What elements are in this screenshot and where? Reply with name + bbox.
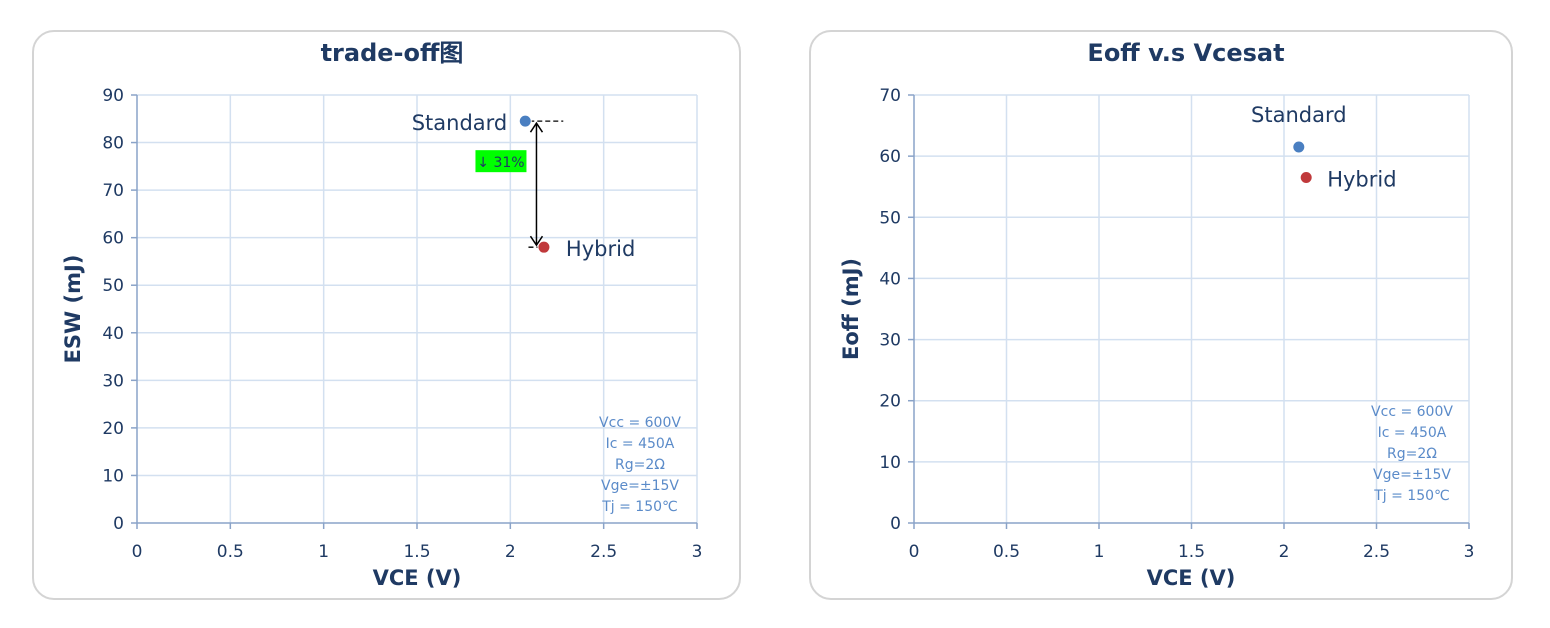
reduction-label: ↓ 31% [477, 155, 524, 171]
test-condition: Ic = 450A [1378, 425, 1447, 441]
test-condition: Vcc = 600V [1371, 404, 1453, 420]
x-axis-title: VCE (V) [373, 566, 462, 590]
test-condition: Vge=±15V [601, 478, 679, 494]
y-tick-label: 10 [102, 466, 124, 486]
x-tick-label: 1.5 [1178, 542, 1205, 562]
chart-panel-tradeoff [32, 30, 741, 600]
y-tick-label: 40 [879, 269, 901, 289]
x-tick-label: 0.5 [993, 542, 1020, 562]
y-tick-label: 50 [102, 276, 124, 296]
data-point-hybrid [537, 240, 551, 254]
point-label-hybrid: Hybrid [566, 237, 635, 261]
x-tick-label: 0 [132, 542, 143, 562]
x-tick-label: 2.5 [590, 542, 617, 562]
y-tick-label: 70 [879, 86, 901, 106]
y-tick-label: 80 [102, 134, 124, 154]
y-axis-title: Eoff (mJ) [839, 258, 863, 360]
y-tick-label: 30 [879, 331, 901, 351]
data-point-standard [1292, 140, 1306, 154]
y-tick-label: 0 [113, 514, 124, 534]
chart-1: 0 10 20 30 40 50 60 70 80 90 0 0.5 1 1.5 2 2.5 3 trade-of… [61, 39, 702, 590]
data-point-standard [518, 114, 532, 128]
y-tick-label: 50 [879, 208, 901, 228]
data-point-hybrid [1299, 171, 1313, 185]
x-tick-label: 1 [318, 542, 329, 562]
chart-2: 0 10 20 30 40 50 60 70 0 0.5 1 1.5 2 2.5 3 Eoff v.s Vce… [839, 39, 1474, 590]
x-tick-label: 2 [1279, 542, 1290, 562]
y-tick-label: 10 [879, 453, 901, 473]
x-tick-label: 3 [692, 542, 703, 562]
y-tick-label: 70 [102, 181, 124, 201]
x-axis-title: VCE (V) [1147, 566, 1236, 590]
y-axis-title: ESW (mJ) [61, 255, 85, 364]
y-tick-label: 0 [890, 514, 901, 534]
arrow-head-top [529, 121, 544, 133]
chart-title: Eoff v.s Vcesat [1087, 39, 1284, 67]
x-tick-label: 3 [1464, 542, 1475, 562]
x-tick-label: 0 [909, 542, 920, 562]
y-tick-label: 20 [879, 392, 901, 412]
y-tick-label: 90 [102, 86, 124, 106]
test-condition: Rg=2Ω [615, 457, 665, 473]
test-condition: Rg=2Ω [1387, 446, 1437, 462]
reduction-badge [475, 150, 527, 173]
x-tick-label: 1.5 [403, 542, 430, 562]
test-condition: Tj = 150℃ [1373, 488, 1450, 504]
test-condition: Ic = 450A [606, 436, 675, 452]
x-tick-label: 1 [1094, 542, 1105, 562]
test-condition: Tj = 150℃ [601, 499, 678, 515]
x-tick-label: 2.5 [1363, 542, 1390, 562]
x-tick-label: 0.5 [217, 542, 244, 562]
test-condition: Vge=±15V [1373, 467, 1451, 483]
chart-title: trade-off图 [321, 39, 464, 67]
y-tick-label: 60 [102, 229, 124, 249]
point-label-standard: Standard [1251, 103, 1347, 127]
arrow-head-bottom [529, 235, 544, 247]
y-tick-label: 40 [102, 324, 124, 344]
point-label-hybrid: Hybrid [1327, 168, 1396, 192]
chart-panel-eoff [809, 30, 1513, 600]
y-tick-label: 20 [102, 419, 124, 439]
x-tick-label: 2 [505, 542, 516, 562]
y-tick-label: 30 [102, 371, 124, 391]
point-label-standard: Standard [412, 111, 508, 135]
y-tick-label: 60 [879, 147, 901, 167]
test-condition: Vcc = 600V [599, 415, 681, 431]
